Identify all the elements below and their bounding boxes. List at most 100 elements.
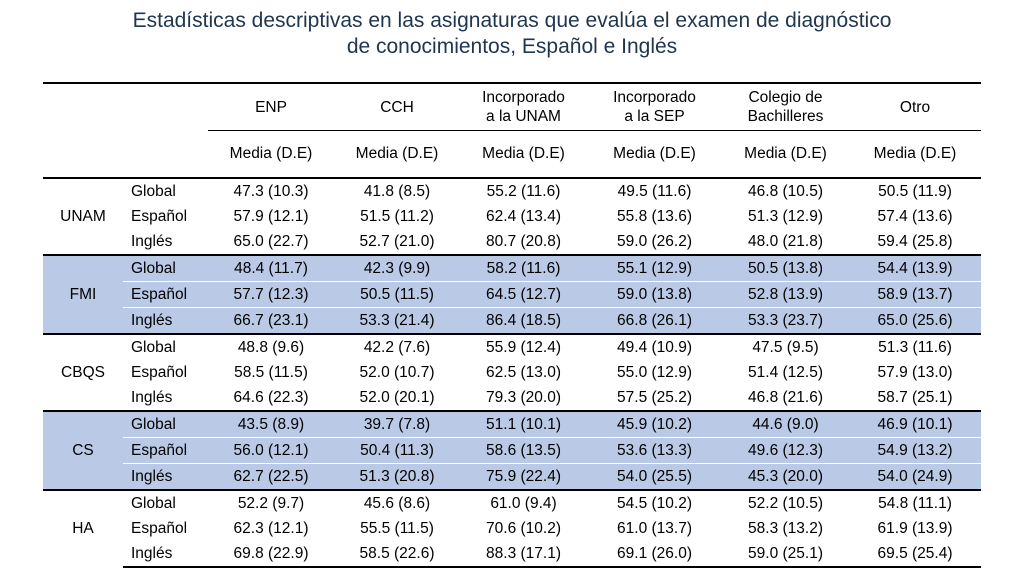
table-row: CBQS Global 48.8 (9.6) 42.2 (7.6) 55.9 (12.4… bbox=[43, 333, 981, 411]
value-cell: 55.5 (11.5) bbox=[360, 519, 434, 537]
value-cell: 46.8 (10.5) bbox=[722, 177, 849, 204]
value-cell: 61.0 (9.4) bbox=[460, 489, 587, 516]
subheader-cell: Media (D.E) bbox=[460, 130, 587, 178]
value-cell: 51.3 (11.6) bbox=[849, 333, 981, 360]
value-cell: 52.2 (9.7) bbox=[208, 489, 334, 516]
subject-label: Inglés bbox=[131, 232, 173, 250]
group-label: CBQS bbox=[43, 333, 123, 411]
value-cell: 65.0 (25.6) bbox=[849, 307, 981, 335]
value-cell: 45.6 (8.6) bbox=[334, 489, 460, 516]
value-cell: 52.7 (21.0) bbox=[359, 232, 435, 250]
value-cell: 55.2 (11.6) bbox=[460, 177, 587, 204]
value-cell: 53.3 (23.7) bbox=[722, 307, 849, 335]
value-cell: 88.3 (17.1) bbox=[460, 541, 587, 568]
value-cell: 65.0 (22.7) bbox=[233, 232, 309, 250]
value-cell: 80.7 (20.8) bbox=[486, 232, 561, 250]
table-row: Inglés 62.7 (22.5) 51.3 (20.8) 75.9 (22.4) 5… bbox=[43, 463, 981, 491]
value-cell: 69.1 (26.0) bbox=[587, 541, 722, 568]
value-cell: 48.8 (9.6) bbox=[208, 333, 334, 360]
value-cell: 46.9 (10.1) bbox=[849, 410, 981, 438]
value-cell: 57.9 (12.1) bbox=[233, 207, 309, 225]
value-cell: 52.0 (10.7) bbox=[359, 363, 435, 381]
value-cell: 59.0 (26.2) bbox=[617, 232, 692, 250]
value-cell: 50.5 (11.9) bbox=[849, 177, 981, 204]
value-cell: 52.0 (20.1) bbox=[359, 388, 435, 406]
value-cell: 54.0 (24.9) bbox=[849, 463, 981, 491]
value-cell: 42.3 (9.9) bbox=[334, 254, 460, 282]
table-row: Español 62.3 (12.1) 55.5 (11.5) 70.6 (10.2)… bbox=[43, 516, 981, 541]
value-cell: 58.5 (11.5) bbox=[234, 363, 308, 381]
subject-label: Global bbox=[123, 410, 208, 438]
value-cell: 54.9 (13.2) bbox=[849, 437, 981, 464]
value-cell: 51.1 (10.1) bbox=[460, 410, 587, 438]
subject-label: Inglés bbox=[123, 463, 208, 491]
column-header-row: ENP CCH Incorporado a la UNAM Incorporado… bbox=[43, 82, 981, 131]
subject-label: Inglés bbox=[123, 541, 208, 568]
value-cell: 39.7 (7.8) bbox=[334, 410, 460, 438]
value-cell: 50.5 (11.5) bbox=[334, 281, 460, 308]
value-cell: 48.0 (21.8) bbox=[748, 232, 823, 250]
column-header-enp: ENP bbox=[208, 82, 334, 131]
value-cell: 51.3 (20.8) bbox=[334, 463, 460, 491]
value-cell: 58.9 (13.7) bbox=[849, 281, 981, 308]
value-cell: 57.7 (12.3) bbox=[208, 281, 334, 308]
value-cell: 66.8 (26.1) bbox=[587, 307, 722, 335]
value-cell: 50.4 (11.3) bbox=[334, 437, 460, 464]
value-cell: 61.9 (13.9) bbox=[877, 519, 953, 537]
subheader-cell: Media (D.E) bbox=[208, 130, 334, 178]
value-cell: 47.3 (10.3) bbox=[208, 177, 334, 204]
group-label: CS bbox=[43, 410, 123, 490]
value-cell: 64.6 (22.3) bbox=[233, 388, 309, 406]
value-cell: 54.4 (13.9) bbox=[849, 254, 981, 282]
table-row: CS Global 43.5 (8.9) 39.7 (7.8) 51.1 (10.1) 4… bbox=[43, 410, 981, 490]
value-cell: 62.7 (22.5) bbox=[208, 463, 334, 491]
value-cell: 70.6 (10.2) bbox=[486, 519, 561, 537]
table-row: Inglés 69.8 (22.9) 58.5 (22.6) 88.3 (17.1) 6… bbox=[43, 541, 981, 568]
group-label: UNAM bbox=[43, 177, 123, 255]
subject-label: Global bbox=[123, 333, 208, 360]
table-row: HA Global 52.2 (9.7) 45.6 (8.6) 61.0 (9.4) 54… bbox=[43, 489, 981, 567]
value-cell: 59.0 (13.8) bbox=[587, 281, 722, 308]
subject-label: Inglés bbox=[123, 307, 208, 335]
value-cell: 57.4 (13.6) bbox=[877, 207, 953, 225]
table-row: FMI Global 48.4 (11.7) 42.3 (9.9) 58.2 (11.6… bbox=[43, 254, 981, 334]
value-cell: 47.5 (9.5) bbox=[722, 333, 849, 360]
value-cell: 45.9 (10.2) bbox=[587, 410, 722, 438]
value-cell: 54.5 (10.2) bbox=[587, 489, 722, 516]
value-cell: 53.3 (21.4) bbox=[334, 307, 460, 335]
table-row: Español 56.0 (12.1) 50.4 (11.3) 58.6 (13.5)… bbox=[43, 437, 981, 464]
subheader-cell: Media (D.E) bbox=[849, 130, 981, 178]
subject-label: Global bbox=[123, 177, 208, 204]
value-cell: 62.5 (13.0) bbox=[486, 363, 561, 381]
value-cell: 56.0 (12.1) bbox=[208, 437, 334, 464]
value-cell: 43.5 (8.9) bbox=[208, 410, 334, 438]
value-cell: 48.4 (11.7) bbox=[208, 254, 334, 282]
value-cell: 44.6 (9.0) bbox=[722, 410, 849, 438]
header-corner bbox=[43, 82, 208, 131]
group-label: FMI bbox=[43, 254, 123, 334]
value-cell: 79.3 (20.0) bbox=[486, 388, 561, 406]
subject-label: Global bbox=[123, 254, 208, 282]
value-cell: 58.6 (13.5) bbox=[460, 437, 587, 464]
table-row: Español 57.7 (12.3) 50.5 (11.5) 64.5 (12.7)… bbox=[43, 281, 981, 308]
value-cell: 75.9 (22.4) bbox=[460, 463, 587, 491]
value-cell: 57.5 (25.2) bbox=[617, 388, 692, 406]
table-row: UNAM Global 47.3 (10.3) 41.8 (8.5) 55.2 (11.… bbox=[43, 177, 981, 255]
value-cell: 62.4 (13.4) bbox=[486, 207, 561, 225]
value-cell: 45.3 (20.0) bbox=[722, 463, 849, 491]
value-cell: 54.8 (11.1) bbox=[849, 489, 981, 516]
value-cell: 55.9 (12.4) bbox=[460, 333, 587, 360]
value-cell: 59.0 (25.1) bbox=[722, 541, 849, 568]
subheader-row: Media (D.E) Media (D.E) Media (D.E) Medi… bbox=[43, 130, 981, 179]
value-cell: 86.4 (18.5) bbox=[460, 307, 587, 335]
table-row: Español 57.9 (12.1) 51.5 (11.2) 62.4 (13.4)… bbox=[43, 204, 981, 229]
column-header-colegio-bachilleres: Colegio de Bachilleres bbox=[722, 82, 849, 131]
value-cell: 64.5 (12.7) bbox=[460, 281, 587, 308]
subheader-corner bbox=[43, 131, 208, 179]
value-cell: 52.2 (10.5) bbox=[722, 489, 849, 516]
value-cell: 51.5 (11.2) bbox=[360, 207, 434, 225]
subject-label: Español bbox=[123, 437, 208, 464]
column-header-otro: Otro bbox=[849, 82, 981, 131]
value-cell: 54.0 (25.5) bbox=[587, 463, 722, 491]
column-header-incorporado-unam: Incorporado a la UNAM bbox=[460, 82, 587, 131]
